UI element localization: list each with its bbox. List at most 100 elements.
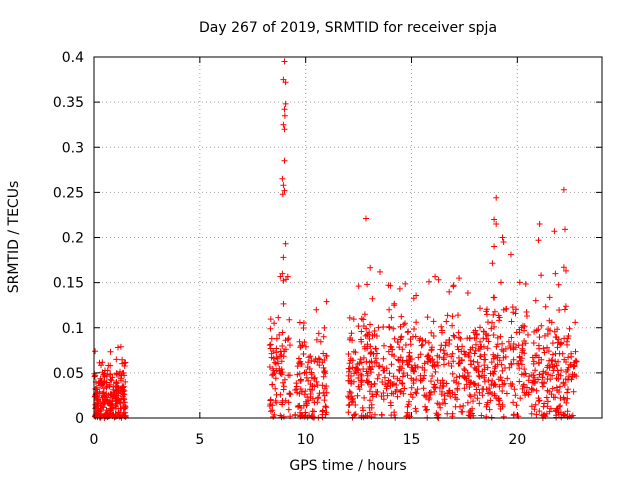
data-point <box>441 350 448 357</box>
data-point <box>491 353 498 360</box>
data-point <box>564 408 571 415</box>
data-point <box>313 306 320 313</box>
data-point <box>271 370 278 377</box>
y-tick-label: 0.2 <box>62 231 84 247</box>
data-point <box>320 364 327 371</box>
data-point <box>412 389 419 396</box>
data-point <box>406 398 412 405</box>
data-point <box>545 348 552 355</box>
data-point <box>456 275 463 282</box>
data-point <box>476 400 483 407</box>
data-point <box>105 362 112 369</box>
data-point <box>273 335 280 342</box>
data-point <box>381 374 388 381</box>
data-point <box>474 331 480 337</box>
data-point <box>565 386 571 393</box>
data-point <box>107 348 114 355</box>
data-point <box>396 367 403 374</box>
data-point <box>512 392 519 399</box>
data-point <box>401 385 408 392</box>
data-point <box>425 339 432 346</box>
data-point <box>479 368 486 375</box>
data-point <box>505 338 512 345</box>
data-point <box>99 359 106 366</box>
data-point <box>518 361 525 368</box>
data-point <box>375 324 382 331</box>
data-point <box>120 410 127 416</box>
data-point <box>431 381 438 388</box>
data-point <box>481 378 488 385</box>
data-point <box>455 380 462 387</box>
data-point <box>282 79 289 86</box>
data-point <box>484 345 491 352</box>
data-point <box>470 358 477 365</box>
data-point <box>301 369 308 376</box>
data-point <box>465 373 472 380</box>
data-point <box>323 352 330 359</box>
data-point <box>475 363 482 370</box>
x-tick-label: 0 <box>90 432 99 448</box>
data-point <box>483 403 490 410</box>
data-point <box>366 404 373 411</box>
data-point <box>558 340 565 347</box>
data-point <box>441 356 447 363</box>
data-point <box>371 380 378 387</box>
data-point <box>553 375 560 382</box>
data-point <box>279 401 286 408</box>
data-point <box>485 319 491 326</box>
data-point <box>412 405 419 412</box>
data-point <box>467 357 474 364</box>
data-point <box>400 321 407 328</box>
data-point <box>562 411 568 418</box>
data-point <box>564 395 571 402</box>
data-point <box>408 356 415 362</box>
data-point <box>467 393 474 400</box>
data-point <box>414 386 421 393</box>
data-point <box>513 329 520 336</box>
data-point <box>495 395 502 402</box>
data-point <box>115 384 122 391</box>
data-point <box>117 368 123 375</box>
data-point <box>570 388 577 395</box>
data-point <box>395 356 402 363</box>
data-point <box>408 384 415 391</box>
data-point <box>438 391 445 398</box>
data-point <box>437 346 444 353</box>
data-point <box>367 350 374 357</box>
data-point <box>496 314 503 321</box>
data-point <box>110 383 117 390</box>
data-point <box>491 294 498 301</box>
x-axis-label: GPS time / hours <box>289 458 406 474</box>
data-point <box>97 408 104 415</box>
data-point <box>511 411 517 418</box>
data-point <box>366 359 373 366</box>
data-point <box>360 366 367 372</box>
data-point <box>522 370 529 377</box>
data-point <box>533 411 540 418</box>
data-point <box>122 414 129 420</box>
data-point <box>118 385 125 392</box>
data-point <box>562 226 568 233</box>
data-point <box>411 362 418 369</box>
data-point <box>549 351 556 358</box>
data-point <box>469 405 476 412</box>
x-tick-label: 20 <box>508 432 526 448</box>
data-point <box>296 338 303 345</box>
data-point <box>309 395 316 402</box>
data-point <box>568 376 575 383</box>
data-point <box>371 331 378 338</box>
data-point <box>305 377 312 384</box>
data-point <box>347 335 354 341</box>
data-point <box>471 350 478 357</box>
data-point <box>490 371 497 377</box>
data-point <box>358 315 365 322</box>
data-point <box>489 260 496 267</box>
data-point <box>483 413 490 420</box>
data-point <box>102 397 109 404</box>
data-point <box>571 362 578 369</box>
data-point <box>528 403 535 410</box>
data-point <box>388 390 395 397</box>
data-point <box>429 362 436 369</box>
data-point <box>528 372 535 378</box>
data-point <box>500 239 507 245</box>
